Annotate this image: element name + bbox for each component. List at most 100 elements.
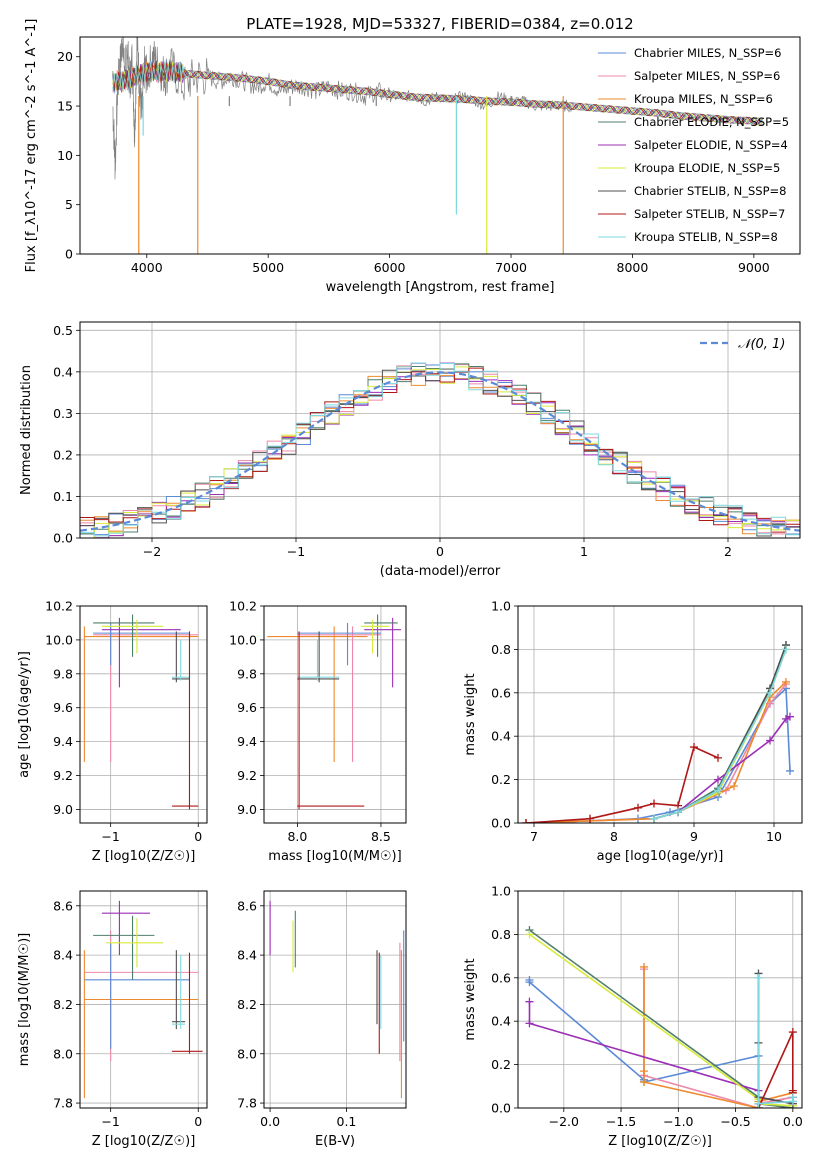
histogram-step (80, 362, 800, 537)
x-tick-label: 0 (436, 544, 444, 559)
x-tick-label: 8.5 (371, 829, 391, 844)
y-tick-label: 9.6 (237, 700, 257, 715)
y-tick-label: 8.0 (237, 1046, 257, 1061)
y-tick-label: 8.6 (53, 898, 73, 913)
legend-label: 𝒩(0, 1) (738, 337, 785, 352)
legend-label: Salpeter MILES, N_SSP=6 (634, 69, 780, 83)
y-tick-label: 10.0 (45, 632, 73, 647)
weight-point (788, 1028, 797, 1037)
y-tick-label: 0 (65, 247, 73, 262)
y-tick-label: 0.4 (491, 729, 511, 744)
error-bars (83, 614, 199, 810)
weight-point (525, 1019, 534, 1028)
x-tick-label: −0.5 (720, 1114, 750, 1129)
axes-frame (79, 36, 801, 255)
y-tick-label: 9.4 (237, 734, 257, 749)
x-tick-label: 1 (580, 544, 588, 559)
y-tick-label: 10 (57, 148, 73, 163)
y-tick-label: 8.2 (53, 997, 73, 1012)
y-tick-label: 9.8 (237, 666, 257, 681)
y-tick-label: 0.3 (53, 406, 73, 421)
x-tick-label: −1 (101, 1114, 119, 1129)
x-tick-label: −1.5 (606, 1114, 636, 1129)
x-axis-label: wavelength [Angstrom, rest frame] (326, 280, 555, 295)
y-tick-label: 8.6 (237, 898, 257, 913)
mass-vs-metallicity-panel: −1 0 7.8 8.0 8.2 8.4 8.6 Z [log10(Z/Z☉)] mass [l… (17, 890, 208, 1149)
y-tick-label: 0.2 (53, 447, 73, 462)
y-tick-label: 0.4 (53, 364, 73, 379)
axes-frame (517, 890, 803, 1109)
y-tick-label: 10.2 (45, 599, 73, 614)
x-axis-label: Z [log10(Z/Z☉)] (92, 1134, 196, 1149)
observed-flux-line (112, 37, 764, 180)
weight-point (714, 775, 722, 784)
x-tick-label: 0.1 (337, 1114, 357, 1129)
model-line (112, 62, 763, 126)
x-tick-label: 7 (530, 829, 538, 844)
error-bars (267, 614, 401, 810)
weight-point (525, 978, 534, 987)
weight-point (782, 677, 790, 686)
weight-point (650, 814, 658, 823)
y-tick-label: 10.0 (229, 632, 257, 647)
y-tick-label: 0.2 (491, 1057, 511, 1072)
y-tick-label: 0.0 (53, 531, 73, 546)
x-tick-label: −2 (143, 544, 161, 559)
y-tick-label: 0.4 (491, 1014, 511, 1029)
age-vs-mass-panel: 8.0 8.5 9.0 9.2 9.4 9.6 9.8 10.0 10.2 mass [log10… (229, 599, 407, 864)
axes-frame (79, 605, 208, 824)
histogram-step (80, 367, 800, 533)
weight-point (754, 1099, 763, 1108)
weight-point (690, 743, 698, 752)
x-tick-label: 8000 (617, 260, 649, 275)
weight-point (639, 1067, 648, 1076)
y-axis-label: Flux [f_λ10^-17 erg cm^-2 s^-1 A^-1] (24, 19, 39, 273)
y-tick-label: 1.0 (491, 884, 511, 899)
x-tick-label: −1 (287, 544, 305, 559)
weight-point (639, 1077, 648, 1086)
x-tick-label: 7000 (495, 260, 527, 275)
y-tick-label: 9.8 (53, 666, 73, 681)
weight-vs-metallicity-panel: −2.0 −1.5 −1.0 −0.5 0.0 0.0 0.2 0.4 0.6 0.8 1.0 Z [… (463, 884, 803, 1150)
y-axis-label: mass weight (463, 673, 478, 755)
weight-point (788, 1093, 797, 1102)
y-tick-label: 0.8 (491, 642, 511, 657)
weight-point (766, 736, 774, 745)
mass-vs-ebv-panel: 0.0 0.1 7.8 8.0 8.2 8.4 8.6 E(B-V) (237, 890, 407, 1149)
y-tick-label: 8.4 (237, 948, 257, 963)
weight-point (730, 782, 738, 791)
y-tick-label: 0.6 (491, 685, 511, 700)
age-vs-metallicity-panel: −1 0 9.0 9.2 9.4 9.6 9.8 10.0 10.2 Z [log10(Z/Z☉)… (17, 599, 208, 864)
y-tick-label: 8.2 (237, 997, 257, 1012)
y-tick-label: 9.2 (53, 768, 73, 783)
y-tick-label: 9.6 (53, 700, 73, 715)
y-tick-label: 1.0 (491, 599, 511, 614)
x-axis-label: Z [log10(Z/Z☉)] (92, 849, 196, 864)
y-tick-label: 0.1 (53, 489, 73, 504)
model-line (112, 61, 763, 125)
weight-point (766, 688, 774, 697)
weight-point (522, 819, 530, 823)
y-axis-label: mass [log10(M/M☉)] (17, 933, 32, 1066)
x-tick-label: 2 (724, 544, 732, 559)
x-tick-label: 0 (194, 829, 202, 844)
x-tick-label: 0.0 (260, 1114, 280, 1129)
axes-frame (517, 605, 803, 824)
y-tick-label: 8.0 (53, 1046, 73, 1061)
x-tick-label: 8.0 (287, 829, 307, 844)
y-tick-label: 7.8 (237, 1096, 257, 1111)
error-bars (269, 900, 405, 1099)
y-tick-label: 9.4 (53, 734, 73, 749)
spectrum-panel: PLATE=1928, MJD=53327, FIBERID=0384, z=0… (24, 15, 801, 295)
legend-label: Salpeter STELIB, N_SSP=7 (634, 207, 785, 221)
legend-label: Kroupa STELIB, N_SSP=8 (634, 230, 778, 244)
y-tick-label: 5 (65, 197, 73, 212)
weight-point (786, 766, 794, 775)
weight-lines (522, 641, 794, 823)
weight-point (525, 997, 534, 1006)
weight-lines (525, 926, 797, 1108)
y-tick-label: 7.8 (53, 1096, 73, 1111)
weight-point (674, 808, 682, 817)
y-tick-label: 9.0 (53, 802, 73, 817)
